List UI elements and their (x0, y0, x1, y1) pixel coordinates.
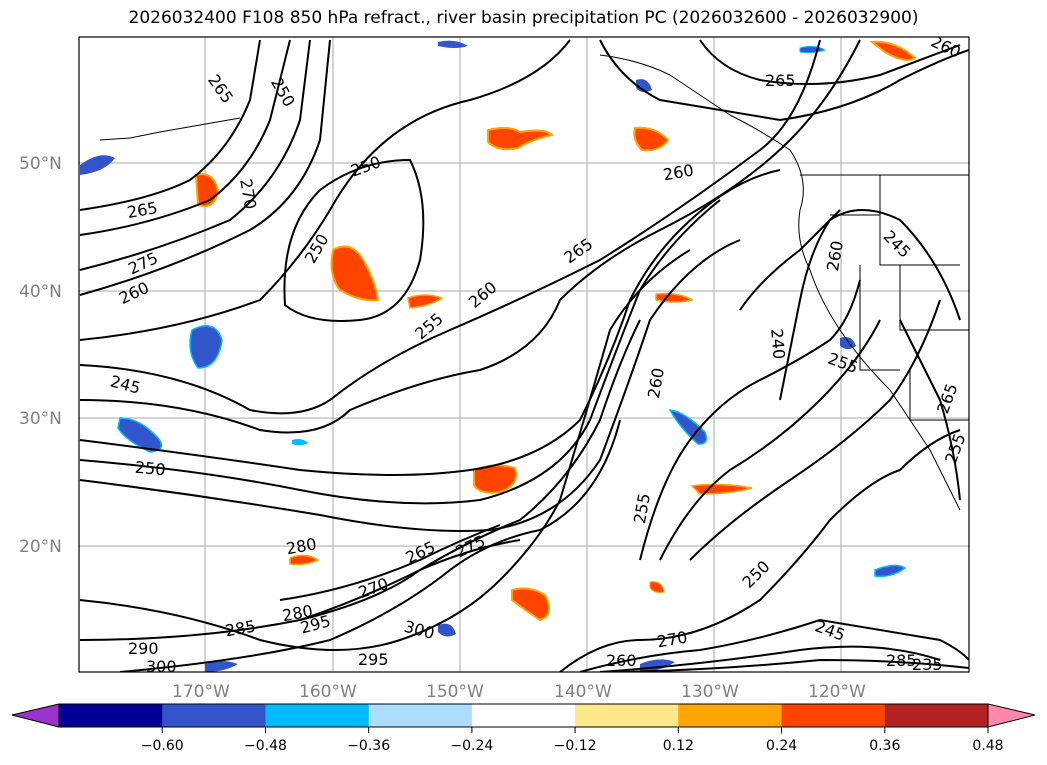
colorbar-extend-low (12, 704, 59, 727)
contour-label: 260 (606, 651, 637, 670)
colorbar-extend-high (988, 704, 1035, 727)
colorbar-segment (368, 704, 473, 727)
colorbar-tick-label: 0.36 (869, 738, 900, 754)
lon-label: 130°W (681, 682, 739, 702)
lon-label: 170°W (172, 682, 230, 702)
contour-label: 290 (128, 639, 159, 658)
colorbar: −0.60 −0.48 −0.36 −0.24 −0.12 0.12 0.24 0.36 0.4… (11, 703, 1036, 754)
colorbar-tick-label: 0.24 (766, 738, 797, 754)
colorbar-segment (678, 704, 783, 727)
latitude-labels: 50°N 40°N 30°N 20°N (19, 154, 62, 557)
map-frame (78, 36, 970, 673)
plot-title: 2026032400 F108 850 hPa refract., river … (128, 8, 919, 28)
colorbar-tick-label: 0.12 (663, 738, 694, 754)
colorbar-segment (162, 704, 266, 727)
contour-label: 240 (767, 328, 789, 360)
colorbar-tick-label: −0.36 (347, 738, 390, 754)
lat-label: 20°N (19, 537, 62, 557)
colorbar-segment (884, 704, 989, 727)
lon-label: 150°W (426, 682, 484, 702)
lat-label: 40°N (19, 282, 62, 302)
colorbar-segment (575, 704, 679, 727)
contour-label: 300 (146, 657, 177, 676)
colorbar-segment (781, 704, 886, 727)
contour-label: 235 (912, 655, 943, 674)
colorbar-tick-label: −0.48 (244, 738, 287, 754)
contour-label: 285 (886, 651, 917, 670)
colorbar-segment (471, 704, 576, 727)
contour-label: 265 (765, 71, 796, 90)
lon-label: 140°W (554, 682, 612, 702)
longitude-labels: 170°W 160°W 150°W 140°W 130°W 120°W (172, 682, 866, 702)
contour-label: 295 (358, 650, 389, 669)
colorbar-tick-label: −0.24 (450, 738, 493, 754)
graticule (79, 37, 969, 672)
colorbar-tick-label: 0.48 (972, 738, 1003, 754)
lat-label: 30°N (19, 409, 62, 429)
colorbar-segment (59, 704, 163, 727)
coastlines (99, 54, 969, 511)
colorbar-tick-label: −0.60 (141, 738, 184, 754)
lat-label: 50°N (19, 154, 62, 174)
lon-label: 120°W (808, 682, 866, 702)
contour-label: 250 (134, 458, 166, 480)
lon-label: 160°W (299, 682, 357, 702)
colorbar-tick-label: −0.12 (554, 738, 597, 754)
colorbar-segment (265, 704, 370, 727)
refractivity-contours (79, 39, 969, 672)
